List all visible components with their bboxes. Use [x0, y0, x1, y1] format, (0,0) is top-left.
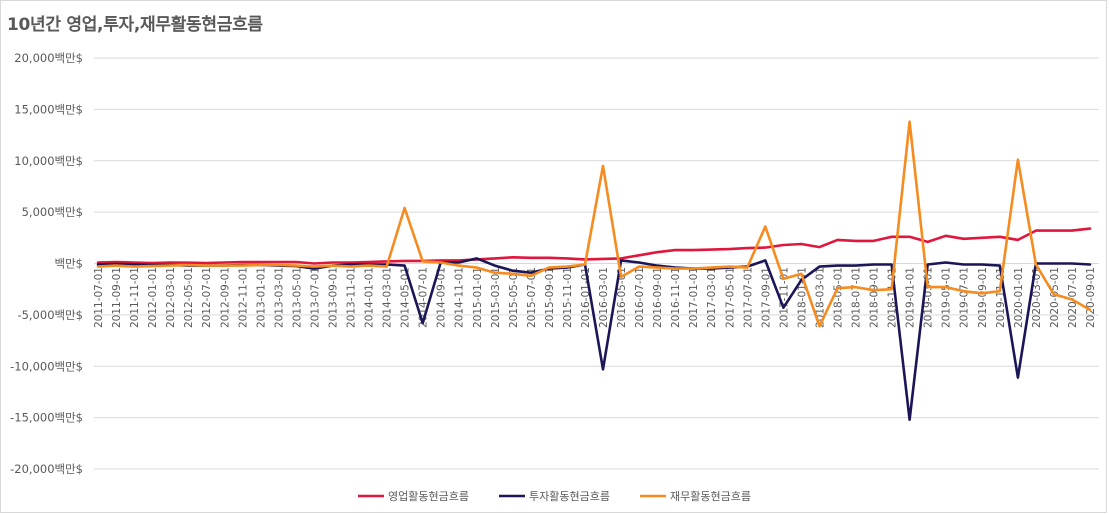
- x-tick-label: 2012-09-01: [219, 267, 231, 328]
- x-tick-label: 2012-05-01: [183, 267, 195, 328]
- x-tick-label: 2019-01-01: [905, 267, 917, 328]
- x-axis-ticks: 2011-07-01 2011-09-01 2011-11-01 2012-01-01…: [93, 267, 1097, 328]
- y-tick-label: -15,000백만$: [10, 411, 83, 425]
- x-tick-label: 2020-05-01: [1049, 267, 1061, 328]
- series-line-3: [96, 120, 1092, 328]
- x-tick-label: 2012-03-01: [165, 267, 177, 328]
- x-tick-label: 2015-07-01: [526, 267, 538, 328]
- x-tick-label: 2011-07-01: [93, 267, 105, 328]
- x-tick-label: 2011-11-01: [129, 267, 141, 328]
- x-tick-label: 2018-07-01: [851, 267, 863, 328]
- x-tick-label: 2015-11-01: [562, 267, 574, 328]
- y-axis-ticks: 20,000백만$ 15,000백만$ 10,000백만$ 5,000백만$ 백만$ -5…: [10, 51, 83, 476]
- x-tick-label: 2014-09-01: [436, 267, 448, 328]
- x-tick-label: 2017-07-01: [742, 267, 754, 328]
- x-tick-label: 2016-11-01: [670, 267, 682, 328]
- x-tick-label: 2013-03-01: [273, 267, 285, 328]
- x-tick-label: 2019-11-01: [995, 267, 1007, 328]
- y-tick-label: -5,000백만$: [17, 308, 83, 322]
- y-tick-label: 20,000백만$: [14, 51, 83, 65]
- x-tick-label: 2016-03-01: [598, 267, 610, 328]
- y-tick-label: 10,000백만$: [14, 154, 83, 168]
- x-tick-label: 2015-09-01: [544, 267, 556, 328]
- legend-label: 투자활동현금흐름: [529, 489, 610, 503]
- legend: 영업활동현금흐름 투자활동현금흐름 재무활동현금흐름: [358, 489, 751, 503]
- x-tick-label: 2014-03-01: [382, 267, 394, 328]
- x-tick-label: 2016-09-01: [652, 267, 664, 328]
- x-tick-label: 2020-01-01: [1013, 267, 1025, 328]
- x-tick-label: 2017-09-01: [760, 267, 772, 328]
- x-tick-label: 2013-11-01: [346, 267, 358, 328]
- x-tick-label: 2014-05-01: [400, 267, 412, 328]
- x-tick-label: 2015-01-01: [472, 267, 484, 328]
- x-tick-label: 2012-07-01: [201, 267, 213, 328]
- y-tick-label: 백만$: [55, 257, 83, 271]
- x-tick-label: 2018-11-01: [887, 267, 899, 328]
- x-tick-label: 2014-01-01: [364, 267, 376, 328]
- x-tick-label: 2017-01-01: [688, 267, 700, 328]
- y-tick-label: 15,000백만$: [14, 102, 83, 116]
- series-lines: [96, 120, 1092, 422]
- x-tick-label: 2017-05-01: [724, 267, 736, 328]
- y-tick-label: 5,000백만$: [22, 205, 83, 219]
- x-tick-label: 2019-05-01: [941, 267, 953, 328]
- x-tick-label: 2019-09-01: [977, 267, 989, 328]
- x-tick-label: 2018-09-01: [869, 267, 881, 328]
- x-tick-label: 2019-07-01: [959, 267, 971, 328]
- x-tick-label: 2011-09-01: [111, 267, 123, 328]
- x-tick-label: 2018-03-01: [814, 267, 826, 328]
- x-tick-label: 2015-05-01: [508, 267, 520, 328]
- x-tick-label: 2020-09-01: [1085, 267, 1097, 328]
- series-line-1: [96, 227, 1092, 265]
- x-tick-label: 2013-05-01: [291, 267, 303, 328]
- legend-label: 영업활동현금흐름: [388, 489, 469, 503]
- legend-label: 재무활동현금흐름: [670, 489, 751, 503]
- x-tick-label: 2012-11-01: [237, 267, 249, 328]
- x-tick-label: 2014-11-01: [454, 267, 466, 328]
- x-tick-label: 2017-11-01: [778, 267, 790, 328]
- x-tick-label: 2015-03-01: [490, 267, 502, 328]
- x-tick-label: 2020-07-01: [1067, 267, 1079, 328]
- chart-title: 10년간 영업,투자,재무활동현금흐름: [7, 15, 263, 35]
- x-tick-label: 2013-01-01: [255, 267, 267, 328]
- x-tick-label: 2012-01-01: [147, 267, 159, 328]
- gridlines: [94, 57, 1099, 470]
- y-tick-label: -10,000백만$: [10, 359, 83, 373]
- x-tick-label: 2017-03-01: [706, 267, 718, 328]
- x-tick-label: 2013-09-01: [327, 267, 339, 328]
- x-tick-label: 2016-07-01: [634, 267, 646, 328]
- x-tick-label: 2013-07-01: [309, 267, 321, 328]
- y-tick-label: -20,000백만$: [10, 462, 83, 476]
- x-tick-label: 2016-05-01: [616, 267, 628, 328]
- x-tick-label: 2018-05-01: [832, 267, 844, 328]
